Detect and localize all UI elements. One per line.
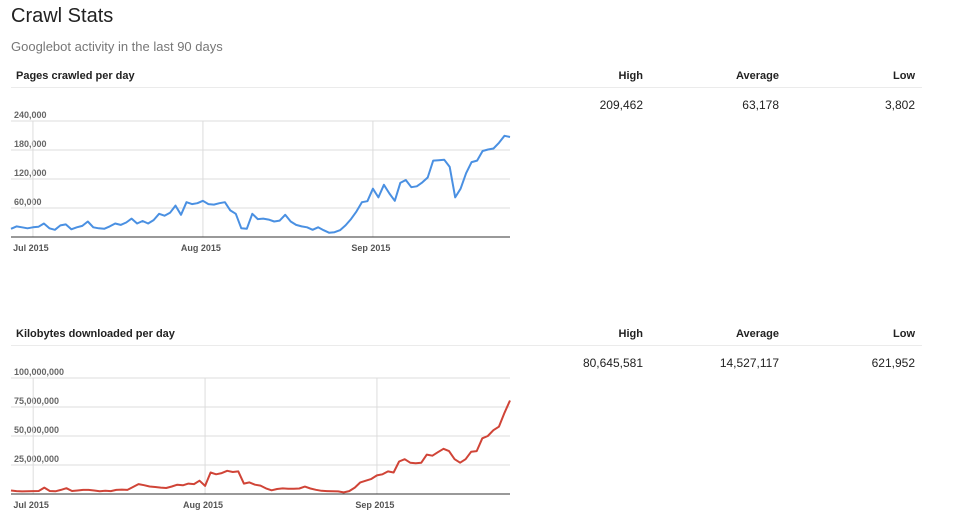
- pages-divider: [11, 87, 922, 88]
- pages-high-label: High: [618, 70, 643, 82]
- kb-low-label: Low: [893, 328, 915, 340]
- kilobytes-chart: 25,000,000 50,000,000 75,000,000 100,000,00…: [10, 367, 511, 510]
- pages-low-label: Low: [893, 70, 915, 82]
- kilobytes-title: Kilobytes downloaded per day: [16, 328, 175, 340]
- x-tick-label: Aug 2015: [181, 243, 221, 253]
- pages-avg-label: Average: [735, 70, 779, 82]
- x-tick-label: Jul 2015: [13, 243, 49, 253]
- x-tick-label: Sep 2015: [355, 500, 394, 510]
- y-tick-label: 240,000: [14, 110, 47, 120]
- series-line: [10, 134, 511, 234]
- kb-high-value: 80,645,581: [582, 356, 643, 370]
- kb-divider: [11, 345, 922, 346]
- pages-low-value: 3,802: [884, 98, 915, 112]
- x-tick-label: Jul 2015: [13, 500, 49, 510]
- kb-low-value: 621,952: [871, 356, 915, 370]
- pages-crawled-chart: 60,000 120,000 180,000 240,000 Jul 2015 Aug 2…: [10, 110, 511, 253]
- kb-high-label: High: [618, 328, 643, 340]
- x-tick-label: Aug 2015: [183, 500, 223, 510]
- y-tick-label: 180,000: [14, 139, 47, 149]
- pages-crawled-title: Pages crawled per day: [16, 70, 135, 82]
- y-tick-label: 25,000,000: [14, 454, 59, 464]
- pages-high-value: 209,462: [599, 98, 643, 112]
- x-tick-label: Sep 2015: [351, 243, 390, 253]
- kb-avg-value: 14,527,117: [719, 356, 779, 370]
- y-tick-label: 75,000,000: [14, 396, 59, 406]
- y-tick-label: 50,000,000: [14, 425, 59, 435]
- page-title: Crawl Stats: [11, 5, 114, 27]
- page-subtitle: Googlebot activity in the last 90 days: [11, 39, 223, 54]
- pages-avg-value: 63,178: [742, 98, 779, 112]
- series-line: [10, 400, 511, 494]
- y-tick-label: 100,000,000: [14, 367, 64, 377]
- y-tick-label: 120,000: [14, 168, 47, 178]
- y-tick-label: 60,000: [14, 197, 42, 207]
- kb-avg-label: Average: [735, 328, 779, 340]
